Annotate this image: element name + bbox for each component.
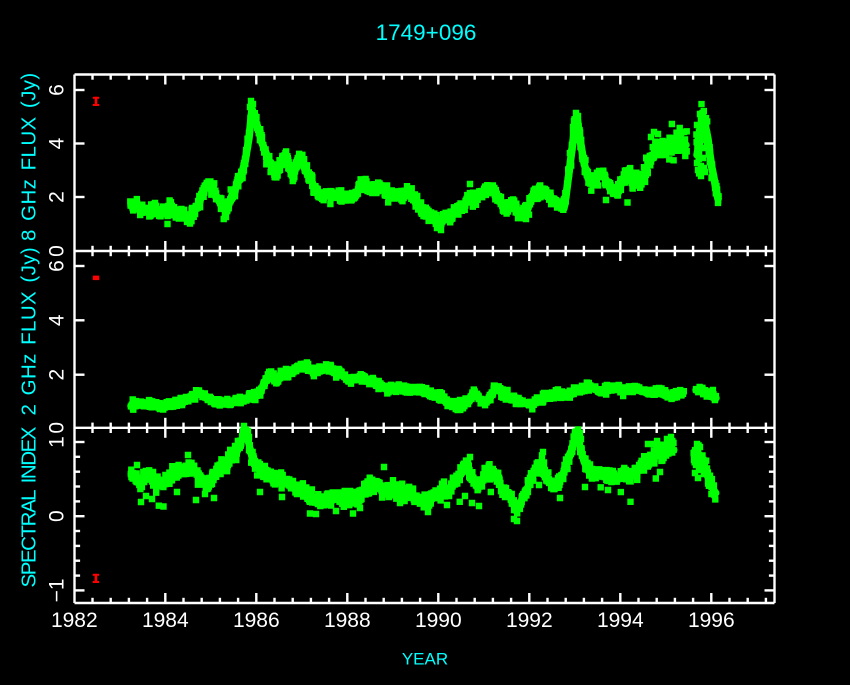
svg-text:2: 2 — [46, 369, 69, 381]
svg-text:1986: 1986 — [233, 609, 280, 632]
svg-text:2: 2 — [46, 191, 69, 203]
svg-text:1984: 1984 — [142, 609, 189, 632]
svg-text:1: 1 — [46, 436, 69, 448]
svg-text:2 GHz FLUX (Jy): 2 GHz FLUX (Jy) — [18, 247, 41, 416]
svg-text:0: 0 — [46, 510, 69, 522]
svg-text:1988: 1988 — [324, 609, 371, 632]
svg-text:−1: −1 — [46, 578, 69, 602]
svg-text:YEAR: YEAR — [402, 650, 448, 669]
svg-text:0: 0 — [46, 245, 69, 257]
svg-text:8 GHz FLUX (Jy): 8 GHz FLUX (Jy) — [18, 72, 41, 241]
svg-text:SPECTRAL INDEX: SPECTRAL INDEX — [18, 426, 41, 587]
svg-text:1990: 1990 — [415, 609, 462, 632]
svg-text:0: 0 — [46, 422, 69, 434]
svg-text:1982: 1982 — [51, 609, 98, 632]
svg-text:1996: 1996 — [688, 609, 735, 632]
svg-text:4: 4 — [46, 314, 69, 326]
svg-text:6: 6 — [46, 84, 69, 96]
svg-text:1992: 1992 — [506, 609, 553, 632]
svg-text:1749+096: 1749+096 — [376, 20, 477, 45]
svg-text:1994: 1994 — [597, 609, 644, 632]
svg-text:6: 6 — [46, 260, 69, 272]
svg-text:4: 4 — [46, 137, 69, 149]
